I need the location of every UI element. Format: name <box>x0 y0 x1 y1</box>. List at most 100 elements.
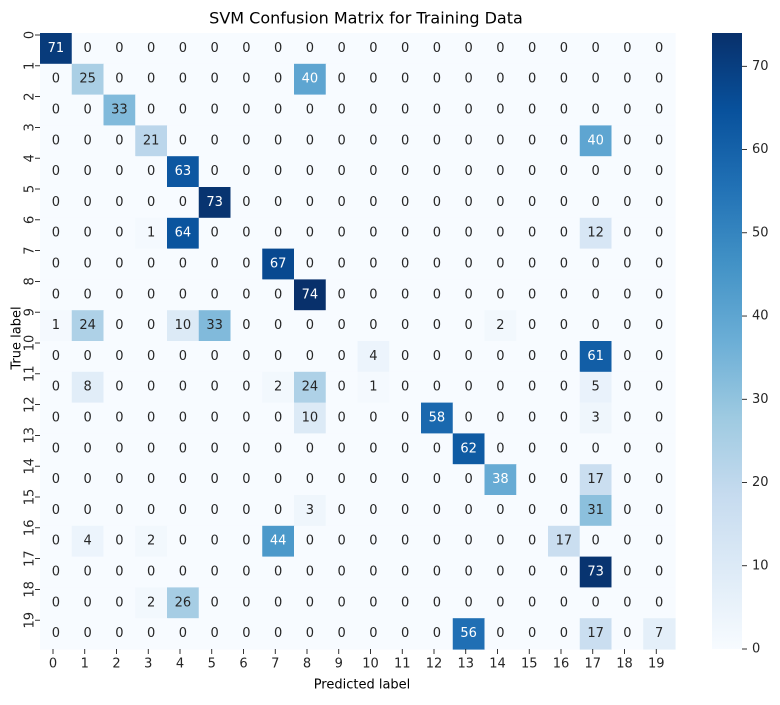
cell-value-label: 0 <box>83 503 91 518</box>
cell-value-label: 12 <box>587 226 604 241</box>
cell-value-label: 0 <box>83 164 91 179</box>
y-axis-label: True label <box>10 306 25 370</box>
cell-value-label: 0 <box>401 503 409 518</box>
cell-value-label: 0 <box>83 41 91 56</box>
heatmap-cell <box>484 525 517 558</box>
cell-value-label: 0 <box>623 441 631 456</box>
heatmap-cell <box>262 341 295 373</box>
heatmap-cell <box>135 587 168 619</box>
heatmap-cell <box>611 63 644 96</box>
heatmap-cell <box>389 525 422 558</box>
cell-value-label: 0 <box>52 195 60 210</box>
heatmap-cell <box>548 63 581 96</box>
heatmap-cell <box>357 217 390 250</box>
heatmap-cell <box>579 464 613 496</box>
cell-value-label: 0 <box>210 565 218 580</box>
cell-value-label: 0 <box>401 195 409 210</box>
heatmap-cell <box>611 279 644 311</box>
x-tick-label: 9 <box>335 657 343 672</box>
colorbar-tick-label: 40 <box>752 309 769 324</box>
cell-value-label: 0 <box>210 380 218 395</box>
cell-value-label: 0 <box>83 257 91 272</box>
heatmap-cell <box>294 248 327 280</box>
y-tick-label: 2 <box>23 92 38 100</box>
cell-value-label: 0 <box>115 472 123 487</box>
cell-value-label: 0 <box>337 164 345 179</box>
cell-value-label: 0 <box>274 164 282 179</box>
cell-value-label: 0 <box>433 534 441 549</box>
cell-value-label: 25 <box>79 72 96 87</box>
heatmap-cell <box>40 310 73 342</box>
cell-value-label: 0 <box>306 257 314 272</box>
colorbar-tick-label: 50 <box>752 225 769 240</box>
heatmap-cell <box>71 341 105 373</box>
heatmap-cell <box>389 217 422 250</box>
heatmap-cell <box>389 341 422 373</box>
heatmap-cell <box>198 156 232 188</box>
heatmap-cell <box>484 556 517 588</box>
heatmap-cell <box>452 94 486 126</box>
cell-value-label: 0 <box>242 472 250 487</box>
heatmap-cell <box>421 33 454 65</box>
heatmap-cell <box>452 248 486 280</box>
heatmap-cell <box>579 618 613 650</box>
cell-value-label: 0 <box>83 411 91 426</box>
heatmap-cell <box>294 94 327 126</box>
cell-value-label: 0 <box>337 534 345 549</box>
heatmap-cell <box>579 156 613 188</box>
heatmap-cell <box>103 525 136 558</box>
cell-value-label: 0 <box>560 318 568 333</box>
cell-value-label: 0 <box>655 287 663 302</box>
cell-value-label: 2 <box>496 318 504 333</box>
cell-value-label: 24 <box>79 318 96 333</box>
heatmap-cell <box>40 464 73 496</box>
cell-value-label: 71 <box>48 41 65 56</box>
heatmap-cell <box>71 125 105 157</box>
cell-value-label: 0 <box>52 626 60 641</box>
cell-value-label: 0 <box>401 441 409 456</box>
heatmap-cell <box>325 556 359 588</box>
cell-value-label: 0 <box>591 164 599 179</box>
heatmap-cell <box>357 618 390 650</box>
cell-value-label: 1 <box>369 380 377 395</box>
heatmap-cell <box>167 156 200 188</box>
heatmap-cell <box>579 371 613 404</box>
cell-value-label: 67 <box>270 257 287 272</box>
cell-value-label: 0 <box>52 503 60 518</box>
cell-value-label: 0 <box>115 287 123 302</box>
heatmap-cell <box>516 63 549 96</box>
heatmap-cell <box>103 63 136 96</box>
cell-value-label: 0 <box>496 257 504 272</box>
heatmap-cell <box>548 125 581 157</box>
heatmap-cell <box>294 371 327 404</box>
cell-value-label: 0 <box>655 133 663 148</box>
heatmap-cell <box>135 556 168 588</box>
heatmap-cell <box>294 402 327 434</box>
cell-value-label: 0 <box>496 287 504 302</box>
heatmap-cell <box>230 310 263 342</box>
heatmap-cell <box>484 33 517 65</box>
heatmap-cell <box>135 525 168 558</box>
heatmap-cell <box>611 618 644 650</box>
heatmap-cell <box>71 279 105 311</box>
cell-value-label: 0 <box>210 441 218 456</box>
heatmap-cell <box>611 187 644 219</box>
cell-value-label: 0 <box>464 472 472 487</box>
x-axis-ticks: 0 1 2 3 4 5 6 7 8 9 10 11 12 13 14 15 16 17 18 19 <box>49 649 665 672</box>
y-tick-label: 7 <box>23 246 38 254</box>
heatmap-cell <box>167 310 200 342</box>
cell-value-label: 0 <box>274 318 282 333</box>
heatmap-cell <box>71 187 105 219</box>
cell-value-label: 0 <box>560 72 568 87</box>
heatmap-cell <box>262 33 295 65</box>
cell-value-label: 0 <box>433 72 441 87</box>
heatmap-cell <box>40 156 73 188</box>
heatmap-cell <box>452 33 486 65</box>
heatmap-cell <box>103 187 136 219</box>
x-tick-label: 4 <box>176 657 184 672</box>
heatmap-cell <box>516 495 549 527</box>
y-tick-label: 16 <box>23 520 38 537</box>
heatmap-cell <box>548 525 581 558</box>
heatmap-cell <box>40 125 73 157</box>
